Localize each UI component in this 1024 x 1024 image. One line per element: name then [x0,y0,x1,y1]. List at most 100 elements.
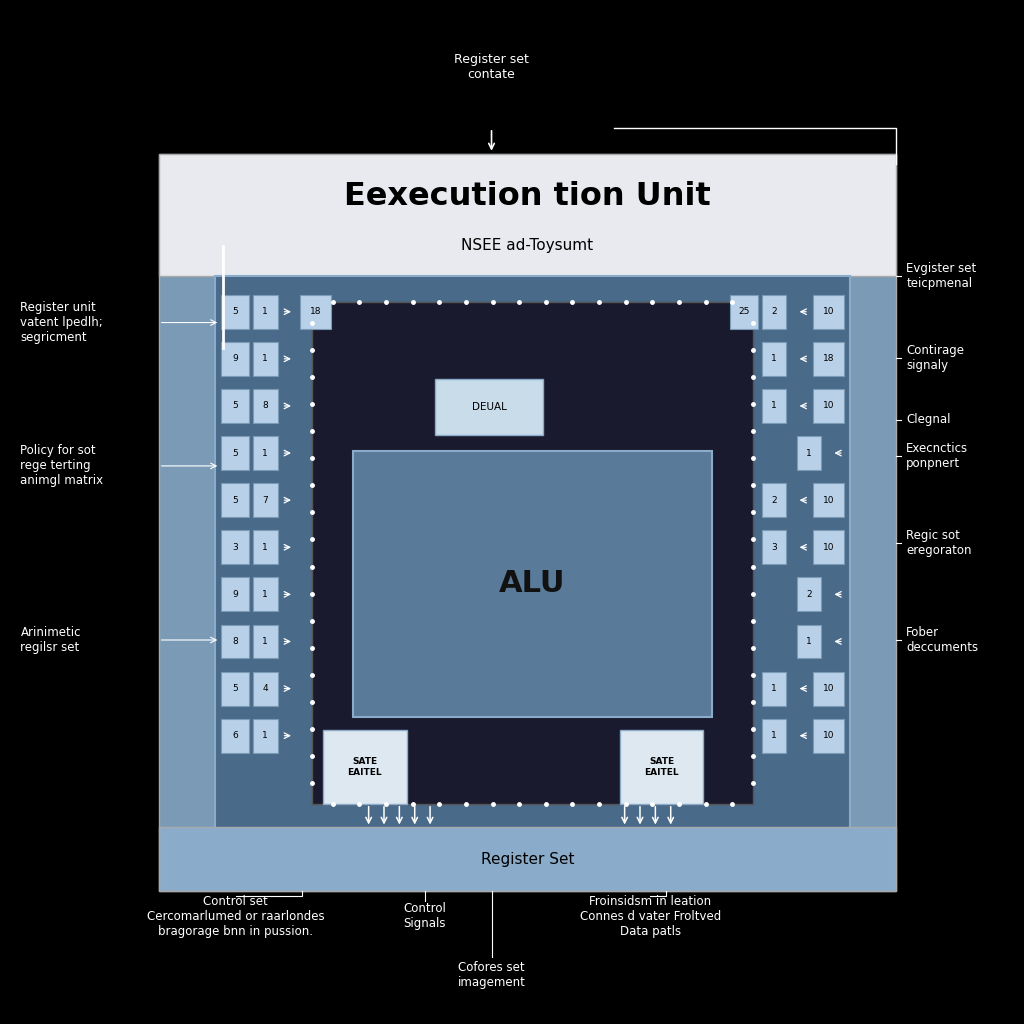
Bar [435,379,543,435]
Text: 25: 25 [738,307,750,316]
Text: 2: 2 [771,496,777,505]
Text: 18: 18 [822,354,835,364]
Text: 6: 6 [232,731,238,740]
Bar [253,530,278,564]
Text: 8: 8 [262,401,268,411]
Bar [221,295,249,329]
Text: Regic sot
eregoraton: Regic sot eregoraton [906,528,972,557]
Text: 18: 18 [309,307,322,316]
Bar [323,730,407,804]
Bar [762,342,786,376]
Text: 1: 1 [806,637,812,646]
Text: 10: 10 [822,496,835,505]
Text: 10: 10 [822,731,835,740]
Text: 5: 5 [232,496,238,505]
Bar [221,578,249,611]
Text: Froinsidsm in leation
Connes d vater Froltved
Data patls: Froinsidsm in leation Connes d vater Fro… [580,895,721,938]
Bar [253,436,278,470]
Text: 1: 1 [771,684,777,693]
Text: Evgister set
teicpmenal: Evgister set teicpmenal [906,262,977,291]
Bar [813,719,844,753]
Bar [312,302,753,804]
Bar [221,672,249,706]
Text: Eexecution tion Unit: Eexecution tion Unit [344,181,711,212]
Bar [221,342,249,376]
Text: NSEE ad-Toysumt: NSEE ad-Toysumt [461,239,594,253]
Bar [813,295,844,329]
Text: 1: 1 [262,449,268,458]
Text: Policy for sot
rege terting
animgl matrix: Policy for sot rege terting animgl matri… [20,444,103,487]
Bar [813,530,844,564]
Text: ALU: ALU [500,569,565,598]
Bar [353,451,712,717]
Text: 3: 3 [771,543,777,552]
Text: 4: 4 [262,684,268,693]
Text: 3: 3 [232,543,238,552]
Bar [221,530,249,564]
Bar [253,342,278,376]
Text: Register set
contate: Register set contate [454,52,529,81]
Bar [762,719,786,753]
Bar [221,389,249,423]
Text: 1: 1 [771,731,777,740]
Bar [813,483,844,517]
Text: Execnctics
ponpnert: Execnctics ponpnert [906,441,969,470]
Text: 10: 10 [822,684,835,693]
Text: 5: 5 [232,684,238,693]
Text: Cofores set
imagement: Cofores set imagement [458,961,525,989]
Text: 5: 5 [232,449,238,458]
Text: Clegnal: Clegnal [906,414,950,426]
Bar [730,295,758,329]
Bar [253,295,278,329]
Bar [159,154,896,276]
Text: 10: 10 [822,307,835,316]
Text: 1: 1 [262,637,268,646]
Bar [253,389,278,423]
Text: Register unit
vatent lpedlh;
segricment: Register unit vatent lpedlh; segricment [20,301,103,344]
Text: SATE
EAITEL: SATE EAITEL [644,758,679,776]
Bar [253,719,278,753]
Text: 2: 2 [806,590,812,599]
Text: 1: 1 [262,307,268,316]
Text: SATE
EAITEL: SATE EAITEL [347,758,382,776]
Text: 9: 9 [232,590,238,599]
Text: 10: 10 [822,401,835,411]
Bar [797,625,821,658]
Text: 1: 1 [262,354,268,364]
Bar [620,730,703,804]
Text: 10: 10 [822,543,835,552]
Text: 2: 2 [771,307,777,316]
Text: 1: 1 [262,590,268,599]
Text: 1: 1 [771,354,777,364]
Bar [813,342,844,376]
Bar [762,483,786,517]
Text: 1: 1 [771,401,777,411]
Bar [762,672,786,706]
Text: 1: 1 [262,731,268,740]
Bar [221,625,249,658]
Text: 8: 8 [232,637,238,646]
Bar [221,436,249,470]
Bar [762,530,786,564]
Bar [797,436,821,470]
Bar [813,389,844,423]
Bar [797,578,821,611]
Bar [762,295,786,329]
Text: 5: 5 [232,307,238,316]
Bar [221,719,249,753]
Text: 1: 1 [806,449,812,458]
Bar [813,672,844,706]
Text: 5: 5 [232,401,238,411]
Text: Fober
deccuments: Fober deccuments [906,626,978,654]
Bar [221,483,249,517]
Bar [215,276,850,829]
Text: 9: 9 [232,354,238,364]
Bar [159,154,896,891]
Text: DEUAL: DEUAL [471,402,507,412]
Text: 1: 1 [262,543,268,552]
Text: 7: 7 [262,496,268,505]
Text: Control set
Cercomarlumed or raarlondes
bragorage bnn in pussion.: Control set Cercomarlumed or raarlondes … [146,895,325,938]
Bar [253,578,278,611]
Text: Arinimetic
regilsr set: Arinimetic regilsr set [20,626,81,654]
Bar [253,625,278,658]
